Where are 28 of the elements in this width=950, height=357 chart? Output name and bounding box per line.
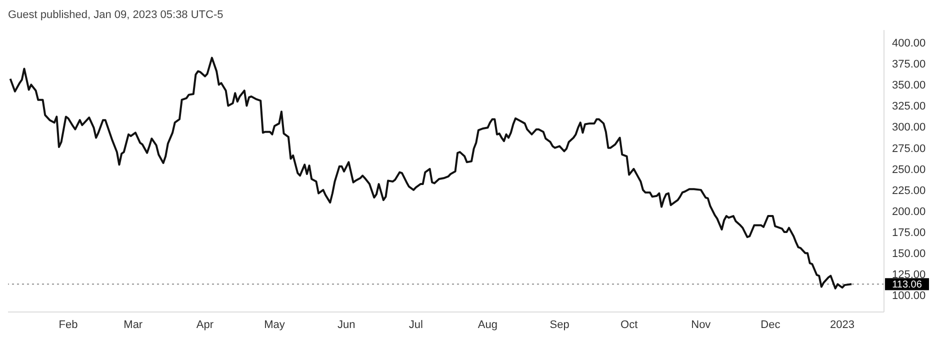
y-tick-label: 100.00 — [892, 290, 926, 302]
x-tick-label: Mar — [124, 318, 143, 331]
x-tick-label: Apr — [196, 318, 214, 331]
y-tick-label: 125.00 — [892, 269, 926, 282]
x-tick-label: Nov — [691, 318, 712, 331]
y-tick-label: 350.00 — [892, 80, 926, 92]
text: Guest published, Jan 09, 2023 05:38 UTC-5 — [8, 8, 224, 22]
y-tick-label: 200.00 — [892, 206, 926, 218]
line-series — [9, 56, 853, 290]
x-tick-label: May — [264, 318, 286, 331]
y-tick-label: 225.00 — [892, 184, 926, 197]
x-tick-label: Jun — [337, 318, 356, 331]
y-tick-label: 325.00 — [892, 100, 926, 113]
y-tick-label: 300.00 — [892, 122, 926, 134]
x-tick-label: Feb — [58, 318, 78, 331]
y-tick-label: 175.00 — [892, 226, 926, 239]
x-tick-label: Aug — [478, 318, 498, 331]
x-tick-label: Jul — [408, 318, 423, 331]
x-tick-label: Sep — [550, 318, 570, 331]
ref-line-label: 113.06 — [892, 280, 922, 291]
x-tick-label: Dec — [760, 318, 781, 331]
y-tick-label: 375.00 — [892, 58, 926, 71]
x-tick-label: 2023 — [830, 318, 855, 331]
y-tick-label: 250.00 — [892, 164, 926, 176]
y-tick-label: 275.00 — [892, 142, 926, 155]
x-tick-label: Oct — [620, 318, 638, 331]
y-tick-label: 400.00 — [892, 38, 926, 50]
y-tick-label: 150.00 — [892, 248, 926, 260]
